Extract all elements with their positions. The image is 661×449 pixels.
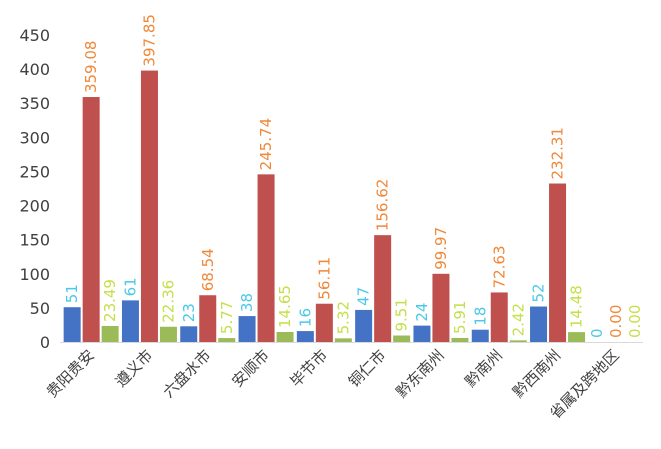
y-tick-label: 250 <box>19 162 50 181</box>
y-tick-label: 50 <box>30 299 50 318</box>
bar <box>393 335 411 342</box>
bar <box>374 235 392 342</box>
data-label: 51 <box>63 284 81 303</box>
y-axis: 0 50 100 150 200 250 300 350 400 450 <box>19 26 50 352</box>
data-label: 14.65 <box>276 285 294 328</box>
bar <box>159 326 177 342</box>
data-label: 245.74 <box>257 118 275 171</box>
data-label: 99.97 <box>432 227 450 270</box>
x-tick-label: 铜仁市 <box>345 346 390 391</box>
data-label: 24 <box>413 303 431 322</box>
x-tick-label: 黔西南州 <box>509 346 564 401</box>
data-label: 359.08 <box>82 41 100 94</box>
bar <box>101 325 119 342</box>
bar <box>568 332 586 342</box>
bar <box>471 329 489 342</box>
bar <box>432 273 450 342</box>
data-label: 38 <box>238 293 256 312</box>
data-label: 16 <box>296 308 314 327</box>
bar <box>490 292 508 342</box>
x-tick-label: 遵义市 <box>112 346 157 391</box>
bar <box>355 309 373 342</box>
bar <box>140 70 158 343</box>
data-label: 5.77 <box>218 301 236 334</box>
x-tick-label: 安顺市 <box>228 346 273 391</box>
data-label: 18 <box>471 307 489 326</box>
bar <box>509 340 527 342</box>
data-label: 0 <box>588 328 606 338</box>
y-tick-label: 150 <box>19 231 50 250</box>
bar <box>63 307 81 342</box>
bar <box>334 338 352 342</box>
data-label: 52 <box>530 283 548 302</box>
data-label: 61 <box>121 277 139 296</box>
data-label: 23.49 <box>101 279 119 322</box>
y-tick-label: 0 <box>40 333 50 352</box>
bar <box>530 306 548 342</box>
data-label: 72.63 <box>490 245 508 288</box>
data-label: 68.54 <box>199 248 217 291</box>
data-label: 47 <box>355 287 373 306</box>
x-tick-label: 黔东南州 <box>393 346 448 401</box>
bar <box>218 338 236 342</box>
bar <box>199 295 217 342</box>
bar <box>238 316 256 342</box>
data-label: 397.85 <box>140 14 158 67</box>
data-label: 5.91 <box>451 301 469 334</box>
x-tick-label: 六盘水市 <box>159 346 214 401</box>
data-label: 9.51 <box>393 298 411 331</box>
data-label: 22.36 <box>159 280 177 323</box>
data-label: 56.11 <box>315 257 333 300</box>
bar <box>451 337 469 342</box>
data-label: 14.48 <box>568 285 586 328</box>
bar <box>549 183 567 342</box>
y-tick-label: 100 <box>19 265 50 284</box>
bar <box>180 326 198 342</box>
bar <box>413 325 431 342</box>
bar <box>276 332 294 342</box>
y-tick-label: 200 <box>19 197 50 216</box>
bars <box>63 70 586 343</box>
bar <box>121 300 139 342</box>
y-tick-label: 450 <box>19 26 50 45</box>
data-label: 23 <box>180 303 198 322</box>
data-label: 0.00 <box>607 305 625 338</box>
data-label: 2.42 <box>509 303 527 336</box>
x-tick-label: 贵阳贵安 <box>43 346 98 401</box>
bar <box>82 97 100 342</box>
data-label: 156.62 <box>374 179 392 232</box>
data-label: 232.31 <box>549 127 567 180</box>
x-tick-label: 毕节市 <box>287 346 332 391</box>
data-label: 5.32 <box>334 301 352 334</box>
y-tick-label: 400 <box>19 60 50 79</box>
data-label: 0.00 <box>626 305 644 338</box>
y-tick-label: 300 <box>19 128 50 147</box>
y-tick-label: 350 <box>19 94 50 113</box>
bar <box>296 331 314 342</box>
bar <box>315 303 333 342</box>
bar <box>257 174 275 342</box>
x-tick-label: 黔南州 <box>462 346 507 391</box>
